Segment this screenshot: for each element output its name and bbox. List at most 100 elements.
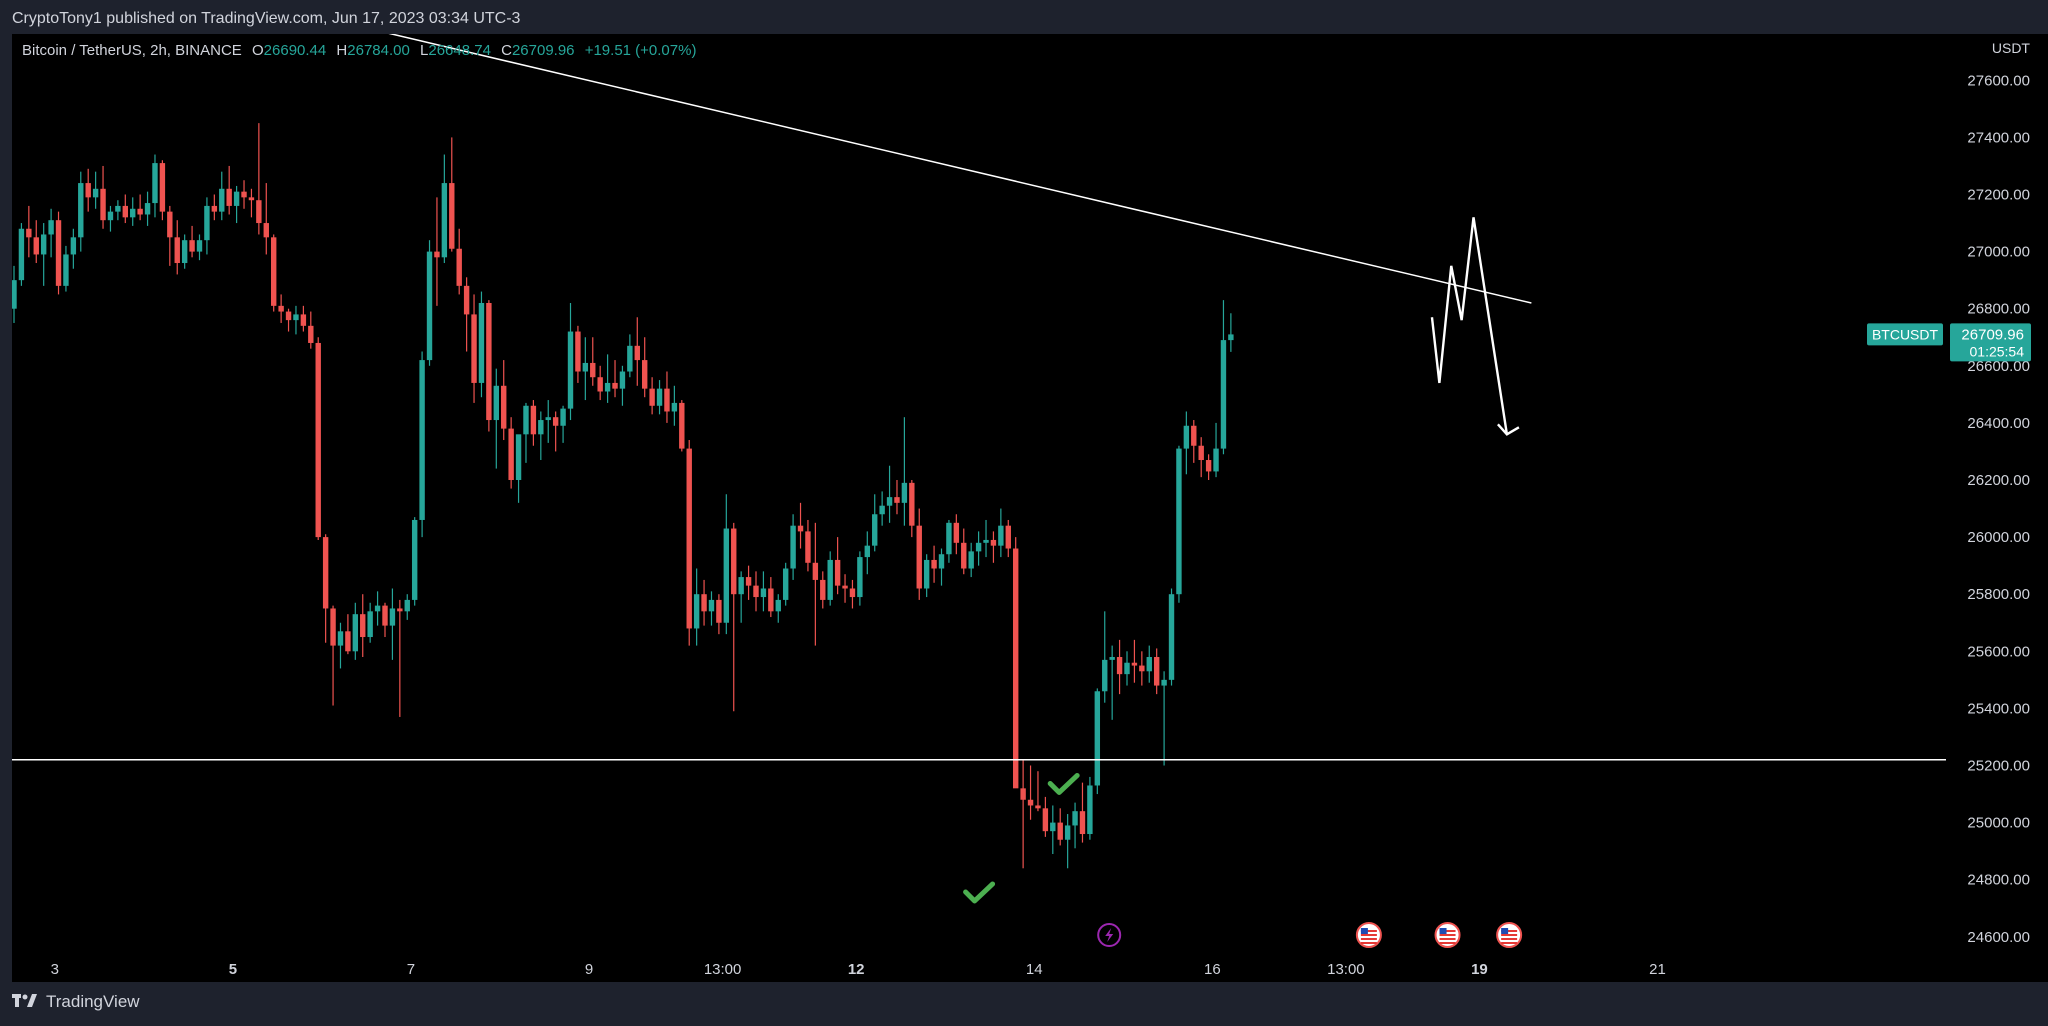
candle [174,220,180,275]
legend-symbol[interactable]: Bitcoin / TetherUS, 2h, BINANCE [22,42,242,59]
trendline [388,34,1532,304]
candle-body [1228,334,1234,341]
candle-body [456,248,462,286]
candle [1191,420,1197,463]
candle-body [983,539,989,543]
legend-open-label: O [252,42,264,59]
candle-body [1176,448,1182,595]
candle [426,240,433,366]
candle [961,528,967,575]
candle [70,228,77,269]
candle-body [12,280,17,309]
candle-body [582,362,589,372]
candle [1072,802,1078,849]
candle [456,228,462,295]
candle [782,562,789,606]
candle [938,548,945,586]
y-tick-label: 26000.00 [1967,529,2030,546]
candle-body [159,163,166,212]
price-scale[interactable] [1946,34,2048,982]
candle [515,434,522,503]
countdown-label: 01:25:54 [1970,343,2025,359]
candle [508,417,514,489]
symbol-price-tag [1867,323,1943,346]
candle [1035,771,1041,812]
candle [1013,537,1019,789]
candle-body [523,405,529,435]
candle-body [1027,799,1034,806]
candle-body [701,594,707,612]
x-tick-label: 3 [51,961,59,978]
candle-body [1153,657,1160,686]
candle [226,165,232,215]
candle [1124,651,1130,686]
candle [1042,796,1049,837]
candle [441,154,448,264]
candle-body [501,385,507,429]
candle [649,377,655,415]
candle-body [1013,548,1019,789]
legend-high-value: 26784.00 [347,42,410,59]
candle-body [449,183,455,249]
candle [664,371,670,423]
candle [1228,313,1234,352]
candle-body [152,163,158,204]
candle [92,171,99,209]
candle [975,531,982,566]
candle [693,568,700,646]
y-tick-label: 25400.00 [1967,700,2030,717]
candle [248,188,255,218]
candle [968,542,974,578]
chart-pane[interactable] [12,34,1946,982]
candle [745,565,752,600]
x-tick-label: 5 [229,961,237,978]
candle-body [820,579,826,600]
candle-body [1050,822,1056,832]
candle-body [211,205,218,212]
candle-body [560,408,566,426]
y-tick-label: 27200.00 [1967,187,2030,204]
candle [271,234,277,312]
candle-body [471,314,477,383]
candle-body [619,371,626,389]
x-tick-label: 19 [1471,961,1488,978]
candle [434,197,440,306]
candle-body [1064,825,1071,840]
plot-group [12,34,1946,904]
candle-body [1198,445,1204,461]
candle-body [300,314,307,326]
legend-high-label: H [336,42,348,59]
candle [627,334,633,378]
candle [315,337,321,540]
candle-body [872,514,878,546]
legend-change: +19.51 (+0.07%) [584,42,697,59]
candle [990,531,997,563]
legend-close-label: C [501,42,512,59]
candle [708,591,715,626]
tradingview-logo[interactable]: TradingView [12,992,140,1012]
candle [1146,645,1152,683]
candle-body [753,585,759,598]
candle [842,574,848,603]
candle-body [278,305,284,312]
candle [404,594,410,620]
candle [560,405,566,443]
candle-body [1205,460,1212,472]
candle-body [226,188,232,206]
candle-body [263,223,269,238]
candle [1102,611,1108,703]
candle-body [938,554,945,569]
candle [886,465,893,523]
candle [575,325,581,383]
x-tick-label: 13:00 [704,961,742,978]
candle [805,519,811,572]
candle-body [649,388,655,406]
candle [367,602,373,643]
us-flag-icon [1496,922,1523,948]
candle-body [909,482,915,526]
candle [1213,422,1219,478]
candle [1139,651,1145,686]
candle-body [775,599,781,612]
candle-body [48,220,54,235]
